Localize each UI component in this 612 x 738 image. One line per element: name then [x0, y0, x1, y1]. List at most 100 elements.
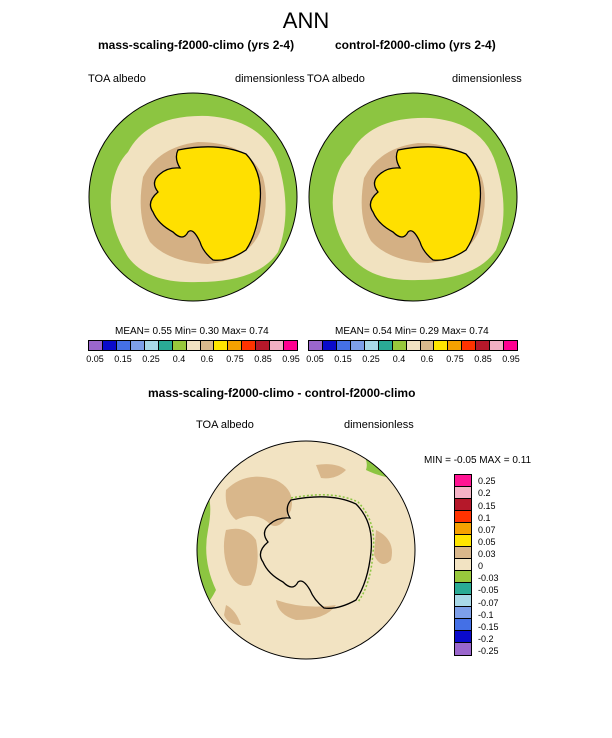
diff-panel-title: mass-scaling-f2000-climo - control-f2000…: [148, 386, 416, 400]
panel-1-colorbar-swatch: [256, 341, 271, 350]
panel-2-colorbar-tick-label: 0.75: [446, 354, 464, 364]
diff-colorbar-swatch: [455, 559, 471, 571]
diff-colorbar-swatch: [455, 643, 471, 655]
diff-colorbar-tick-label: -0.03: [478, 573, 499, 584]
diff-colorbar-tick-label: 0.15: [478, 500, 496, 511]
panel-2-colorbar-swatch: [490, 341, 505, 350]
panel-2-colorbar-swatch: [322, 341, 337, 350]
panel-1-colorbar-swatch: [284, 341, 298, 350]
panel-1-min-label: Min=: [174, 326, 197, 337]
diff-colorbar-swatch: [455, 547, 471, 559]
diff-polar-map: [196, 440, 416, 660]
panel-1-mean-value: 0.55: [152, 326, 172, 337]
diff-colorbar-swatch: [455, 619, 471, 631]
panel-2-colorbar-swatch: [448, 341, 463, 350]
panel-2-colorbar-swatch: [309, 341, 323, 350]
diff-colorbar-tick-label: 0.03: [478, 549, 496, 560]
panel-2-colorbar-swatch: [420, 341, 435, 350]
panel-2-colorbar-ticks: 0.05 0.15 0.25 0.4 0.6 0.75 0.85 0.95: [306, 354, 520, 366]
diff-colorbar-swatch: [455, 535, 471, 547]
diff-colorbar-tick-label: 0.2: [478, 488, 491, 499]
panel-1-colorbar-swatch: [228, 341, 243, 350]
panel-2-colorbar-tick-label: 0.4: [392, 354, 406, 364]
panel-2-title: control-f2000-climo (yrs 2-4): [335, 38, 496, 52]
diff-minmax-text: MIN = -0.05 MAX = 0.11: [424, 455, 532, 466]
diff-colorbar-tick-label: 0.1: [478, 512, 491, 523]
panel-2-colorbar-tick-label: 0.6: [420, 354, 434, 364]
panel-2-colorbar-tick-label: 0.25: [362, 354, 380, 364]
panel-2-colorbar-tick-label: 0.85: [474, 354, 492, 364]
panel-2-mean-label: MEAN=: [335, 326, 370, 337]
panel-1-colorbar-swatch: [102, 341, 117, 350]
panel-1-max-label: Max=: [221, 326, 247, 337]
panel-2-colorbar-tick-label: 0.15: [334, 354, 352, 364]
panel-1-polar-map: [88, 92, 298, 302]
panel-2-colorbar-swatch: [406, 341, 421, 350]
panel-1-colorbar-swatch: [116, 341, 131, 350]
diff-colorbar-swatch: [455, 511, 471, 523]
panel-1-colorbar-swatch: [172, 341, 187, 350]
panel-2-max-value: 0.74: [469, 326, 489, 337]
panel-2-mean-value: 0.54: [372, 326, 392, 337]
diff-colorbar-tick-label: 0: [478, 561, 484, 572]
panel-1-colorbar-ticks: 0.05 0.15 0.25 0.4 0.6 0.75 0.85 0.95: [86, 354, 300, 366]
diff-colorbar-tick-label: -0.05: [478, 585, 499, 596]
diff-colorbar-tick-label: 0.07: [478, 524, 496, 535]
panel-2-colorbar-swatch: [364, 341, 379, 350]
panel-2-colorbar-swatch: [462, 341, 477, 350]
diff-colorbar: [454, 474, 472, 656]
diff-colorbar-swatch: [455, 631, 471, 643]
panel-1-colorbar-tick-label: 0.75: [226, 354, 244, 364]
panel-2-colorbar: [308, 340, 518, 351]
panel-2-min-label: Min=: [394, 326, 417, 337]
diff-colorbar-tick-label: 0.25: [478, 476, 496, 487]
panel-1-colorbar-tick-label: 0.95: [282, 354, 300, 364]
panel-1-colorbar-tick-label: 0.15: [114, 354, 132, 364]
panel-1-colorbar-swatch: [144, 341, 159, 350]
panel-2-colorbar-swatch: [434, 341, 449, 350]
diff-colorbar-swatch: [455, 571, 471, 583]
panel-1-colorbar: [88, 340, 298, 351]
panel-2-variable-label: TOA albedo: [307, 73, 365, 85]
panel-1-title: mass-scaling-f2000-climo (yrs 2-4): [98, 38, 295, 52]
panel-2-stats: MEAN= 0.54 Min= 0.29 Max= 0.74: [335, 326, 489, 337]
diff-colorbar-tick-label: -0.15: [478, 621, 499, 632]
panel-2-colorbar-swatch: [336, 341, 351, 350]
panel-2-min-value: 0.29: [419, 326, 439, 337]
diff-panel-variable-label: TOA albedo: [196, 419, 254, 431]
panel-2-colorbar-swatch: [378, 341, 393, 350]
diff-colorbar-tick-label: -0.2: [478, 634, 494, 644]
panel-2-max-label: Max=: [441, 326, 467, 337]
figure-title: ANN: [282, 8, 330, 33]
diff-colorbar-swatch: [455, 595, 471, 607]
panel-1-colorbar-swatch: [186, 341, 201, 350]
panel-1-colorbar-swatch: [158, 341, 173, 350]
panel-1-units-label: dimensionless: [235, 73, 305, 85]
diff-colorbar-swatch: [455, 475, 471, 487]
panel-2-colorbar-swatch: [504, 341, 518, 350]
diff-colorbar-tick-label: -0.25: [478, 646, 499, 657]
diff-colorbar-swatch: [455, 523, 471, 535]
diff-colorbar-tick-label: -0.1: [478, 609, 494, 620]
diff-colorbar-tick-label: 0.05: [478, 536, 496, 547]
panel-2-polar-map: [308, 92, 518, 302]
diff-panel-units-label: dimensionless: [344, 419, 414, 431]
panel-1-colorbar-swatch: [214, 341, 229, 350]
panel-1-colorbar-swatch: [242, 341, 257, 350]
diff-colorbar-ticks: 0.25 0.2 0.15 0.1 0.07 0.05 0.03 0 -0.03 -0.05 -0.…: [478, 474, 518, 656]
diff-colorbar-swatch: [455, 499, 471, 511]
panel-1-colorbar-tick-label: 0.85: [254, 354, 272, 364]
diff-colorbar-swatch: [455, 607, 471, 619]
panel-2-colorbar-swatch: [392, 341, 407, 350]
panel-1-stats: MEAN= 0.55 Min= 0.30 Max= 0.74: [115, 326, 269, 337]
panel-1-colorbar-tick-label: 0.05: [86, 354, 104, 364]
panel-1-mean-label: MEAN=: [115, 326, 150, 337]
panel-1-min-value: 0.30: [199, 326, 219, 337]
panel-2-colorbar-swatch: [476, 341, 491, 350]
panel-2-units-label: dimensionless: [452, 73, 522, 85]
panel-1-colorbar-tick-label: 0.4: [172, 354, 186, 364]
panel-1-colorbar-swatch: [200, 341, 215, 350]
panel-1-max-value: 0.74: [249, 326, 269, 337]
panel-2-colorbar-tick-label: 0.05: [306, 354, 324, 364]
panel-1-colorbar-swatch: [270, 341, 285, 350]
